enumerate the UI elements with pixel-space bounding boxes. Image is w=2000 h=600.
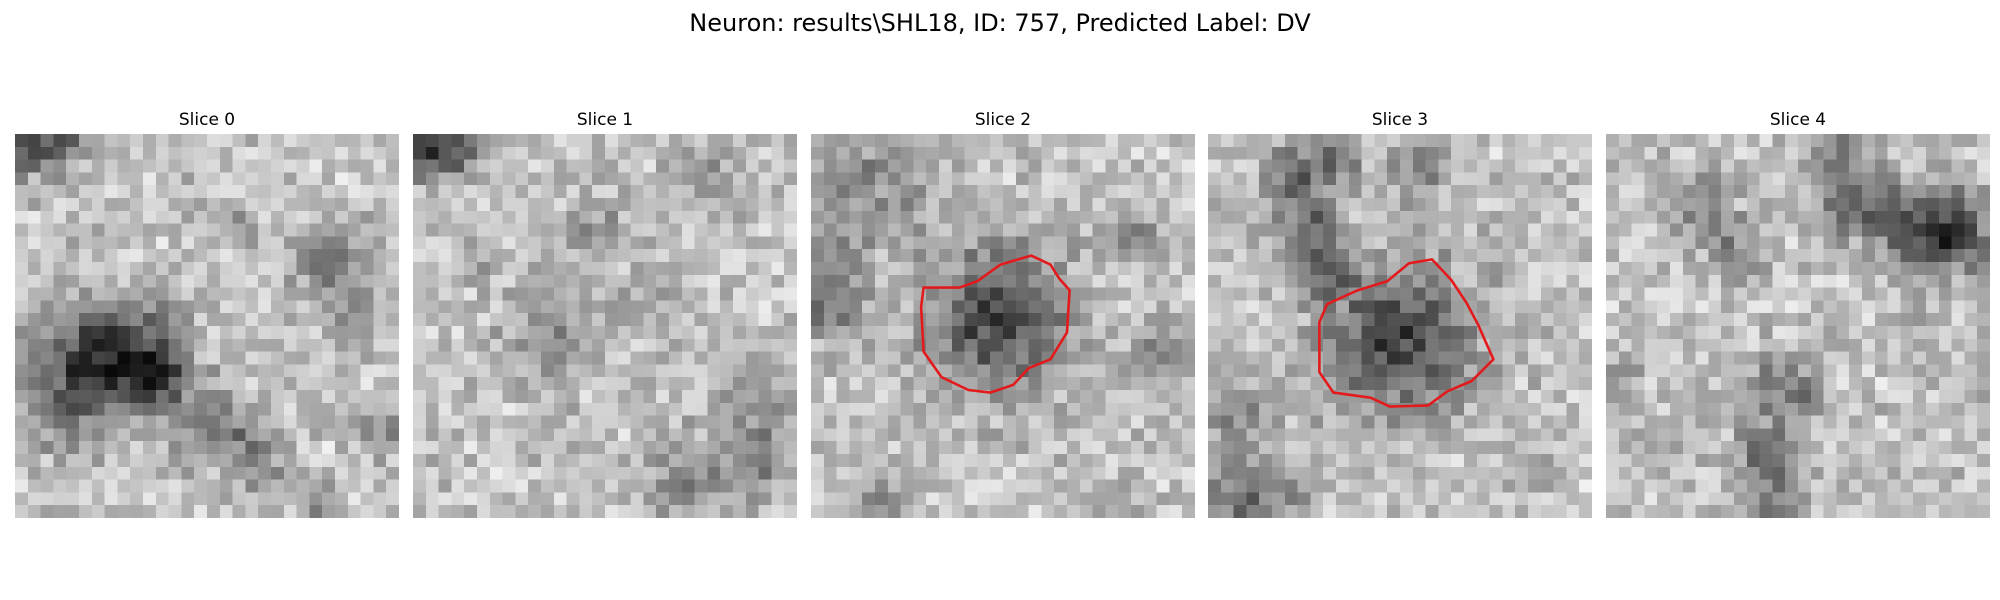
slice-panel-1: Slice 1 (413, 108, 797, 518)
slice-title-2: Slice 2 (974, 110, 1032, 130)
slice-image-2 (811, 134, 1195, 518)
slice-image-1 (413, 134, 797, 518)
slice-panel-3: Slice 3 (1208, 108, 1592, 518)
slice-panel-2: Slice 2 (811, 108, 1195, 518)
neuron-outline-3 (1318, 258, 1495, 408)
slice-title-0: Slice 0 (178, 110, 236, 130)
slice-panel-0: Slice 0 (15, 108, 399, 518)
slice-panel-4: Slice 4 (1606, 108, 1990, 518)
slice-title-1: Slice 1 (576, 110, 634, 130)
neuron-outline-2 (919, 254, 1071, 394)
slice-image-4 (1606, 134, 1990, 518)
slice-title-3: Slice 3 (1371, 110, 1429, 130)
figure-title: Neuron: results\SHL18, ID: 757, Predicte… (689, 9, 1311, 37)
slice-title-4: Slice 4 (1769, 110, 1827, 130)
slice-image-0 (15, 134, 399, 518)
slice-image-3 (1208, 134, 1592, 518)
